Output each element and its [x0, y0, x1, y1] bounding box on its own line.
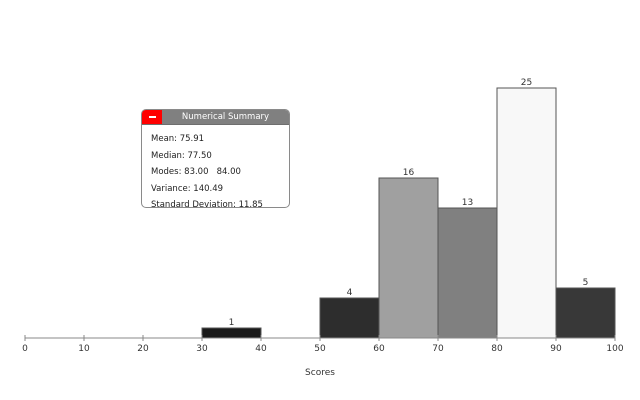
histogram-bar-30-40 — [201, 327, 262, 339]
histogram-bar-90-100 — [555, 287, 616, 339]
summary-panel-title: Numerical Summary — [181, 112, 270, 122]
stat-value: 83.00 84.00 — [184, 167, 241, 177]
histogram-bar-60-70 — [378, 177, 439, 339]
collapse-summary-button[interactable] — [142, 110, 162, 124]
stat-label: Modes: — [151, 167, 182, 177]
summary-panel-header: Numerical Summary — [142, 110, 289, 125]
x-axis-label: Scores — [305, 368, 335, 378]
x-tick-label: 80 — [491, 344, 503, 354]
stat-label: Median: — [151, 150, 185, 161]
x-tick-label: 30 — [196, 344, 208, 354]
x-tick-label: 0 — [22, 344, 28, 354]
stat-label: Mean: — [151, 134, 178, 144]
stat-label: Variance: — [151, 183, 191, 194]
summary-panel-body: Mean: 75.91 Median: 77.50 Modes: 83.00 8… — [142, 125, 289, 208]
x-tick-label: 20 — [137, 344, 149, 354]
stat-modes: Modes: 83.00 84.00 — [151, 164, 289, 181]
stat-value: 77.50 — [187, 150, 212, 161]
x-tick-label: 10 — [78, 344, 90, 354]
minus-icon — [148, 116, 156, 118]
stat-standard-deviation: Standard Deviation: 11.85 — [151, 197, 289, 208]
stat-median: Median: 77.50 — [151, 148, 289, 165]
x-tick-label: 40 — [255, 344, 267, 354]
bar-count-label: 16 — [403, 168, 415, 178]
bar-count-label: 4 — [347, 288, 353, 298]
stat-mean: Mean: 75.91 — [151, 131, 289, 148]
x-tick-label: 90 — [550, 344, 562, 354]
bar-count-label: 5 — [583, 278, 589, 288]
x-tick-label: 60 — [373, 344, 385, 354]
stat-value: 140.49 — [193, 183, 224, 194]
histogram-bars: 1 4 16 13 25 5 — [201, 78, 616, 339]
stat-value: 75.91 — [179, 134, 205, 144]
stat-variance: Variance: 140.49 — [151, 181, 289, 198]
bar-count-label: 1 — [229, 318, 235, 328]
x-tick-label: 50 — [314, 344, 326, 354]
x-tick-label: 100 — [606, 344, 623, 354]
histogram-bar-70-80 — [437, 207, 498, 339]
stat-value: 11.85 — [238, 200, 263, 208]
stat-label: Standard Deviation: — [151, 200, 236, 208]
bar-count-label: 13 — [462, 198, 473, 208]
x-tick-label: 70 — [432, 344, 444, 354]
numerical-summary-panel: Numerical Summary Mean: 75.91 Median: 77… — [141, 109, 290, 208]
x-axis-ticks: 0 10 20 30 40 50 60 70 80 90 100 — [22, 335, 624, 354]
histogram-bar-80-90 — [496, 87, 557, 339]
histogram-bar-50-60 — [319, 297, 380, 339]
bar-count-label: 25 — [521, 78, 532, 88]
